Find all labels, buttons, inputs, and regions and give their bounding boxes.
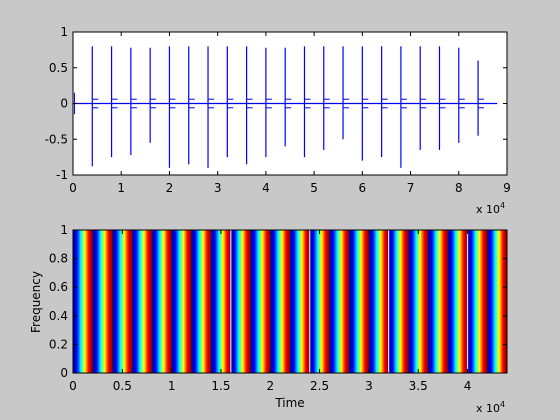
spectrogram-y-ticks: 0 0.2 0.4 0.6 0.8 1 <box>49 223 507 380</box>
waveform-x-tick-label: 7 <box>407 181 415 195</box>
spectrogram-x-tick-label: 2.5 <box>310 379 329 393</box>
spectrogram-segment-boundaries <box>230 230 469 373</box>
spectrogram-y-tick-label: 0.6 <box>49 280 68 294</box>
waveform-y-tick-label: 0 <box>60 97 68 111</box>
waveform-x-ticks: 0 1 2 3 4 5 6 7 8 9 <box>69 32 511 195</box>
spectrogram-x-multiplier-base: x 10 <box>476 402 500 415</box>
spectrogram-y-tick-label: 0.2 <box>49 337 68 351</box>
spectrogram-y-tick-label: 0 <box>60 366 68 380</box>
waveform-spikes <box>91 46 485 168</box>
waveform-x-tick-label: 8 <box>455 181 463 195</box>
spectrogram-x-tick-label: 1 <box>168 379 176 393</box>
spectrogram-y-tick-label: 1 <box>60 223 68 237</box>
spectrogram-x-tick-label: 2 <box>266 379 274 393</box>
spectrogram-axes: 0 0.5 1 1.5 2 2.5 3 3.5 4 0 0.2 0.4 0.6 0.8 1 Time Fr… <box>29 223 508 415</box>
waveform-x-tick-label: 1 <box>117 181 125 195</box>
spectrogram-x-tick-label: 3.5 <box>409 379 428 393</box>
waveform-x-tick-label: 0 <box>69 181 77 195</box>
spectrogram-x-multiplier-exponent: 4 <box>500 400 505 409</box>
waveform-x-tick-label: 3 <box>214 181 222 195</box>
spectrogram-xlabel: Time <box>274 396 304 410</box>
spectrogram-x-tick-label: 4 <box>464 379 472 393</box>
spectrogram-heatmap <box>73 230 507 373</box>
waveform-x-tick-label: 9 <box>503 181 511 195</box>
spectrogram-x-tick-label: 3 <box>365 379 373 393</box>
waveform-y-tick-label: 1 <box>60 25 68 39</box>
spectrogram-axes-box <box>72 229 508 374</box>
spectrogram-ylabel: Frequency <box>29 271 43 333</box>
spectrogram-x-ticks: 0 0.5 1 1.5 2 2.5 3 3.5 4 <box>69 230 471 393</box>
waveform-y-ticks: -1 -0.5 0 0.5 1 <box>45 25 507 182</box>
spectrogram-x-multiplier: x 104 <box>476 400 505 415</box>
waveform-x-tick-label: 6 <box>359 181 367 195</box>
waveform-y-tick-label: 0.5 <box>49 61 68 75</box>
spectrogram-x-tick-label: 1.5 <box>211 379 230 393</box>
waveform-x-multiplier: x 104 <box>476 201 505 216</box>
waveform-x-multiplier-base: x 10 <box>476 203 500 216</box>
waveform-y-tick-label: -0.5 <box>45 132 68 146</box>
waveform-x-tick-label: 5 <box>310 181 318 195</box>
waveform-x-multiplier-exponent: 4 <box>500 201 505 210</box>
waveform-x-tick-label: 2 <box>166 181 174 195</box>
spectrogram-y-tick-label: 0.4 <box>49 309 68 323</box>
spectrogram-x-tick-label: 0.5 <box>113 379 132 393</box>
spectrogram-y-tick-label: 0.8 <box>49 252 68 266</box>
waveform-x-tick-label: 4 <box>262 181 270 195</box>
waveform-y-tick-label: -1 <box>56 168 68 182</box>
spectrogram-x-tick-label: 0 <box>69 379 77 393</box>
